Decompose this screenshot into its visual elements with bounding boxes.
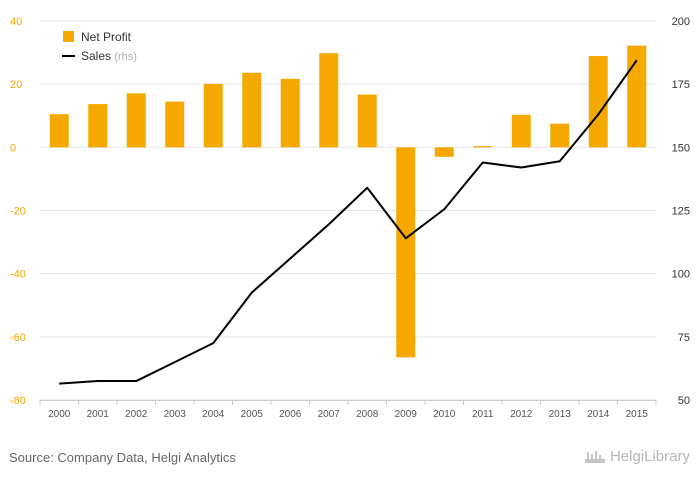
- y-left-tick-label: 0: [10, 142, 16, 154]
- y-right-tick-label: 125: [672, 206, 690, 218]
- bar: [49, 114, 69, 148]
- x-tick-label: 2010: [433, 409, 456, 420]
- bar: [511, 114, 531, 148]
- bar: [126, 93, 146, 148]
- y-right-tick-label: 200: [672, 16, 690, 28]
- y-axis-right: 200 175 150 125 100 75 50: [672, 16, 690, 407]
- x-tick-label: 2013: [549, 409, 572, 420]
- y-left-tick-label: -20: [10, 206, 26, 218]
- bar: [88, 104, 108, 148]
- y-right-tick-label: 50: [678, 395, 690, 407]
- y-axis-left: 40 20 0 -20 -40 -60 -80: [10, 16, 26, 407]
- x-axis-labels: 2000 2001 2002 2003 2004 2005 2006 2007 2008 2009…: [48, 409, 648, 420]
- legend-swatch-bar: [63, 31, 74, 42]
- y-right-tick-label: 175: [672, 79, 690, 91]
- bar: [434, 147, 454, 157]
- bar: [627, 45, 647, 148]
- y-left-tick-label: -40: [10, 269, 26, 281]
- gridlines: [40, 20, 656, 401]
- brand-logo: HelgiLibrary: [584, 448, 690, 465]
- bar-series: [49, 45, 647, 358]
- y-right-tick-label: 100: [672, 269, 690, 281]
- x-tick-label: 2001: [87, 409, 110, 420]
- legend-label: Net Profit: [81, 30, 132, 44]
- x-tick-label: 2014: [587, 409, 610, 420]
- y-left-tick-label: 40: [10, 16, 22, 28]
- y-left-tick-label: -60: [10, 332, 26, 344]
- y-right-tick-label: 150: [672, 142, 690, 154]
- chart-svg: 40200-20-40-60-8020017515012510075502000…: [10, 16, 690, 420]
- line-series: [59, 59, 638, 385]
- y-left-tick-label: -80: [10, 395, 26, 407]
- source-note: Source: Company Data, Helgi Analytics: [9, 450, 236, 465]
- x-tick-label: 2007: [318, 409, 341, 420]
- legend: Net Profit Sales (rhs): [62, 30, 137, 63]
- x-tick-label: 2005: [241, 409, 264, 420]
- bar: [588, 56, 608, 148]
- x-tick-label: 2011: [472, 409, 494, 420]
- x-tick-label: 2002: [125, 409, 148, 420]
- bar: [242, 72, 262, 148]
- x-tick-label: 2015: [626, 409, 649, 420]
- bar: [280, 78, 300, 148]
- bar: [165, 101, 185, 148]
- brand-name: HelgiLibrary: [609, 448, 690, 465]
- bar: [319, 53, 339, 148]
- bar: [357, 94, 377, 148]
- x-tick-label: 2003: [164, 409, 187, 420]
- legend-label: Sales (rhs): [81, 49, 137, 63]
- legend-note: (rhs): [114, 51, 137, 63]
- x-tick-label: 2006: [279, 409, 302, 420]
- bar: [550, 123, 570, 148]
- bar: [396, 147, 416, 358]
- y-left-tick-label: 20: [10, 79, 22, 91]
- x-tick-label: 2004: [202, 409, 225, 420]
- x-tick-label: 2012: [510, 409, 533, 420]
- bar: [203, 83, 223, 148]
- library-icon: [584, 449, 606, 465]
- y-right-tick-label: 75: [678, 332, 690, 344]
- x-tick-label: 2000: [48, 409, 71, 420]
- bar: [473, 146, 493, 148]
- x-tick-label: 2009: [395, 409, 418, 420]
- x-tick-label: 2008: [356, 409, 379, 420]
